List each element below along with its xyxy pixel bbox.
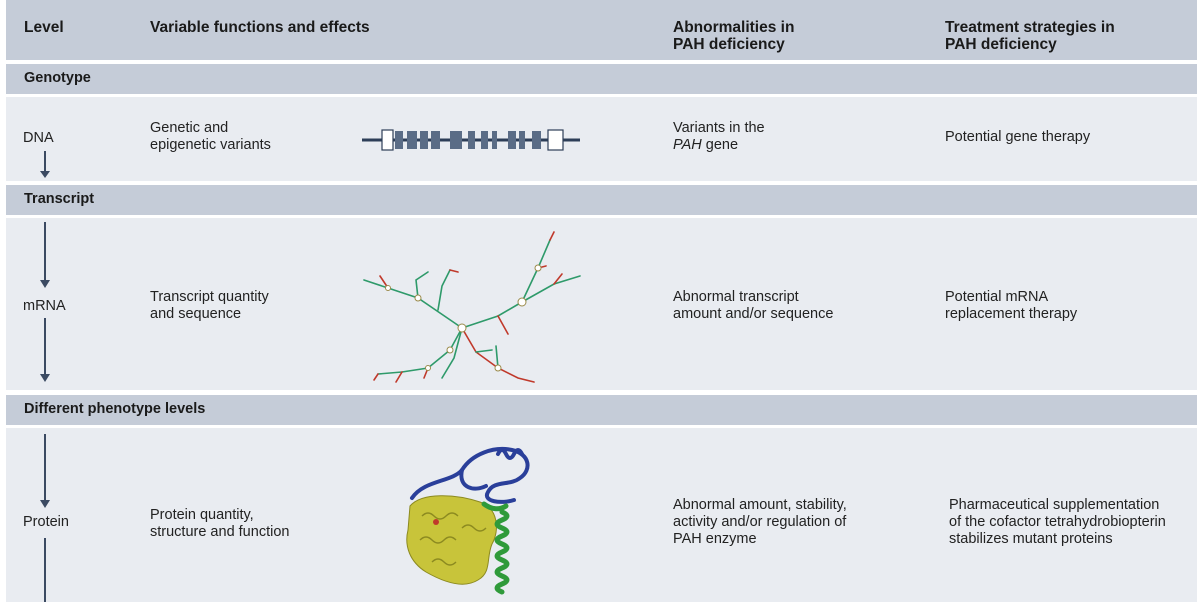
abnormality-dna-line2: PAH gene	[673, 137, 765, 154]
function-protein: Protein quantity, structure and function	[150, 507, 290, 540]
abnormality-protein: Abnormal amount, stability, activity and…	[673, 497, 847, 547]
gene-suffix: gene	[701, 137, 739, 153]
down-arrow-icon	[40, 222, 50, 288]
down-line-icon	[44, 538, 46, 602]
level-dna: DNA	[23, 130, 54, 146]
table-header	[6, 0, 1197, 60]
header-abnormalities: Abnormalities in PAH deficiency	[673, 19, 795, 53]
mrna-structure-icon	[363, 231, 581, 383]
level-mrna: mRNA	[23, 298, 66, 314]
function-dna: Genetic and epigenetic variants	[150, 120, 271, 153]
section-title: Genotype	[24, 70, 91, 86]
treatment-dna: Potential gene therapy	[945, 129, 1091, 145]
section-transcript: Transcript	[6, 185, 1197, 215]
abnormality-dna-line1: Variants in the	[673, 120, 765, 136]
header-level: Level	[24, 19, 64, 36]
function-mrna: Transcript quantity and sequence	[150, 289, 269, 322]
abnormality-mrna: Abnormal transcript amount and/or sequen…	[673, 289, 834, 322]
level-protein: Protein	[23, 514, 69, 530]
section-genotype: Genotype	[6, 64, 1197, 94]
treatment-mrna: Potential mRNA replacement therapy	[945, 289, 1078, 322]
row-mrna	[6, 218, 1197, 390]
header-functions: Variable functions and effects	[150, 19, 370, 36]
gene-name: PAH	[673, 137, 702, 153]
header-treatment: Treatment strategies in PAH deficiency	[945, 19, 1115, 53]
section-phenotype: Different phenotype levels	[6, 395, 1197, 425]
down-arrow-icon	[40, 318, 50, 382]
row-protein	[6, 428, 1197, 602]
down-arrow-icon	[40, 434, 50, 508]
abnormality-dna: Variants in the PAH gene	[673, 120, 765, 154]
row-dna	[6, 97, 1197, 181]
section-title: Transcript	[24, 191, 95, 207]
treatment-protein: Pharmaceutical supplementation of the co…	[949, 497, 1166, 547]
down-arrow-icon	[40, 151, 50, 178]
gene-diagram-icon	[362, 129, 580, 151]
section-title: Different phenotype levels	[24, 401, 206, 417]
protein-structure-icon	[406, 447, 530, 595]
